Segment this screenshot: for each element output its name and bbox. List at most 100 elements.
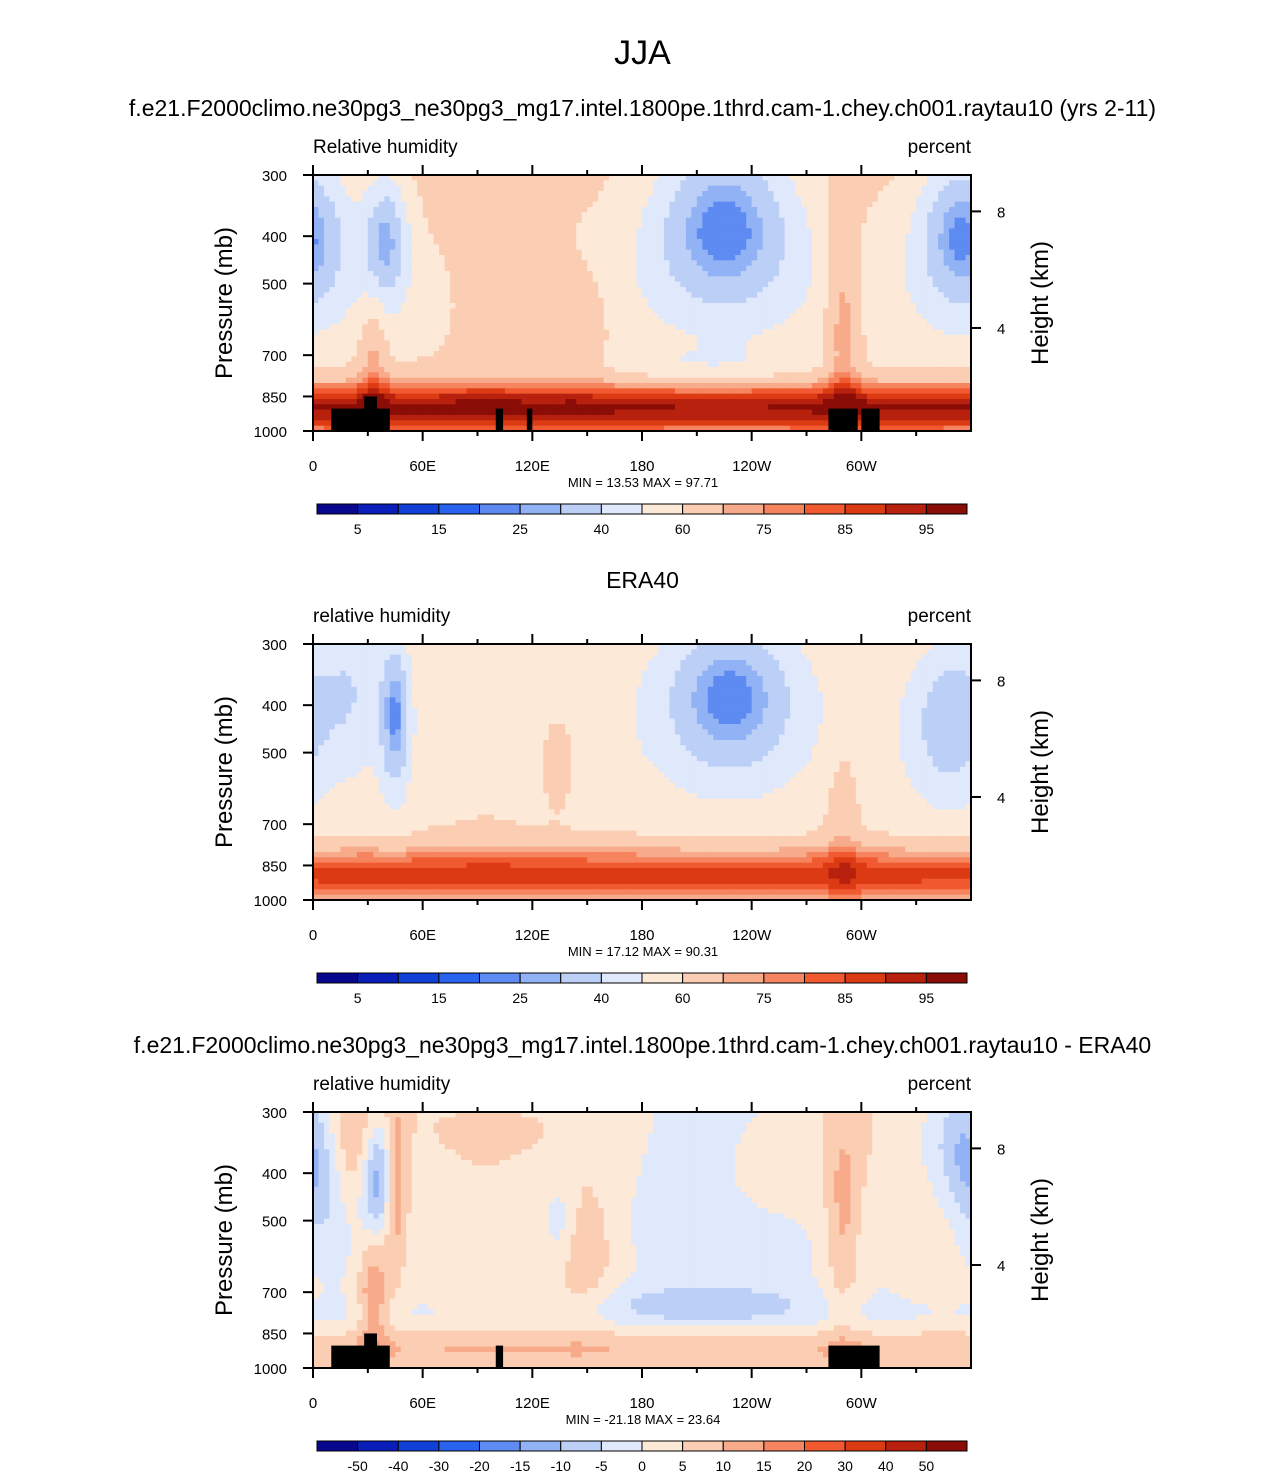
heatmap-cell xyxy=(450,276,457,283)
heatmap-cell xyxy=(444,297,451,304)
heatmap-cell xyxy=(351,239,358,245)
heatmap-cell xyxy=(658,276,665,283)
heatmap-cell xyxy=(844,308,851,315)
heatmap-cell xyxy=(960,276,967,283)
heatmap-cell xyxy=(839,297,846,304)
heatmap-cell xyxy=(334,324,342,331)
heatmap-cell xyxy=(389,233,396,240)
heatmap-cell xyxy=(773,340,780,347)
heatmap-cell xyxy=(406,276,413,283)
heatmap-cell xyxy=(477,287,484,293)
heatmap-cell xyxy=(592,313,599,320)
heatmap-cell xyxy=(795,313,802,320)
heatmap-cell xyxy=(921,276,928,283)
heatmap-cell xyxy=(883,361,890,368)
heatmap-cell xyxy=(482,233,490,240)
heatmap-cell xyxy=(356,329,363,336)
heatmap-cell xyxy=(921,196,928,203)
heatmap-cell xyxy=(861,297,868,304)
heatmap-cell xyxy=(444,239,451,245)
heatmap-cell xyxy=(691,292,698,299)
heatmap-cell xyxy=(351,372,358,379)
heatmap-cell xyxy=(532,239,539,245)
heatmap-cell xyxy=(554,276,561,283)
heatmap-cell xyxy=(488,276,495,283)
heatmap-cell xyxy=(334,207,342,213)
heatmap-cell xyxy=(631,340,638,347)
heatmap-cell xyxy=(674,303,681,309)
heatmap-cell xyxy=(378,180,385,187)
heatmap-cell xyxy=(822,361,830,368)
heatmap-cell xyxy=(773,249,780,256)
heatmap-cell xyxy=(905,191,912,197)
heatmap-cell xyxy=(762,239,769,245)
heatmap-cell xyxy=(921,207,928,213)
heatmap-cell xyxy=(833,292,840,299)
heatmap-cell xyxy=(674,372,681,379)
heatmap-cell xyxy=(504,351,511,357)
heatmap-cell xyxy=(521,212,528,219)
heatmap-cell xyxy=(724,260,731,267)
heatmap-cell xyxy=(428,239,435,245)
heatmap-cell xyxy=(833,185,840,192)
heatmap-cell xyxy=(680,223,687,229)
heatmap-cell xyxy=(669,329,676,336)
heatmap-cell xyxy=(389,281,396,288)
heatmap-cell xyxy=(351,383,358,389)
heatmap-cell xyxy=(757,292,764,299)
heatmap-cell xyxy=(444,345,451,352)
heatmap-cell xyxy=(482,265,490,272)
heatmap-cell xyxy=(395,265,402,272)
heatmap-cell xyxy=(746,313,753,320)
heatmap-cell xyxy=(735,228,742,235)
heatmap-cell xyxy=(866,335,873,341)
heatmap-cell xyxy=(866,297,873,304)
heatmap-cell xyxy=(647,212,654,219)
heatmap-cell xyxy=(811,377,819,384)
heatmap-cell xyxy=(367,329,374,336)
heatmap-cell xyxy=(850,297,857,304)
heatmap-cell xyxy=(713,196,720,203)
heatmap-cell xyxy=(680,175,687,181)
heatmap-cell xyxy=(839,329,846,336)
heatmap-cell xyxy=(905,233,912,240)
heatmap-cell xyxy=(696,276,703,283)
heatmap-cell xyxy=(762,292,769,299)
heatmap-cell xyxy=(943,265,950,272)
heatmap-cell xyxy=(620,175,627,181)
heatmap-cell xyxy=(636,217,643,224)
heatmap-cell xyxy=(592,281,599,288)
heatmap-cell xyxy=(625,180,632,187)
heatmap-cell xyxy=(499,393,506,400)
heatmap-cell xyxy=(658,297,665,304)
heatmap-cell xyxy=(751,180,758,187)
heatmap-cell xyxy=(691,217,698,224)
heatmap-cell xyxy=(351,367,358,373)
heatmap-cell xyxy=(718,383,725,389)
heatmap-cell xyxy=(537,185,544,192)
heatmap-cell xyxy=(894,377,901,384)
heatmap-cell xyxy=(477,281,484,288)
heatmap-cell xyxy=(636,212,643,219)
heatmap-cell xyxy=(472,185,479,192)
heatmap-cell xyxy=(795,345,802,352)
heatmap-cell xyxy=(356,201,363,208)
heatmap-cell xyxy=(751,239,758,245)
heatmap-cell xyxy=(696,329,703,336)
heatmap-cell xyxy=(702,255,709,261)
heatmap-cell xyxy=(559,393,566,400)
heatmap-cell xyxy=(636,196,643,203)
heatmap-cell xyxy=(943,335,950,341)
heatmap-cell xyxy=(833,212,840,219)
heatmap-cell xyxy=(801,276,808,283)
heatmap-cell xyxy=(488,233,495,240)
heatmap-cell xyxy=(521,393,528,400)
heatmap-cell xyxy=(828,201,835,208)
heatmap-cell xyxy=(877,388,884,395)
heatmap-cell xyxy=(757,356,764,363)
heatmap-cell xyxy=(828,196,835,203)
heatmap-cell xyxy=(367,356,374,363)
heatmap-cell xyxy=(938,223,945,229)
heatmap-cell xyxy=(960,207,967,213)
heatmap-cell xyxy=(883,388,890,395)
